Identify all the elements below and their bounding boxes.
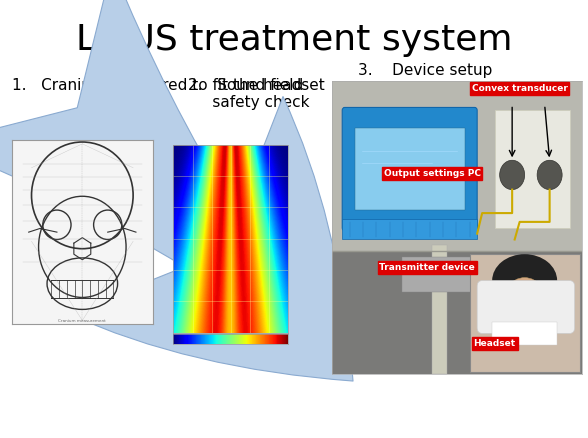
Bar — [470, 254, 580, 371]
Bar — [332, 81, 582, 251]
Text: Convex transducer: Convex transducer — [472, 84, 567, 93]
Bar — [342, 219, 477, 240]
FancyBboxPatch shape — [477, 281, 574, 333]
Bar — [495, 110, 570, 228]
Circle shape — [537, 160, 562, 190]
Text: Output settings PC: Output settings PC — [384, 169, 480, 178]
Text: LIPUS treatment system: LIPUS treatment system — [76, 23, 512, 57]
Ellipse shape — [500, 278, 550, 342]
Text: 1.   Cranium measured to fit the headset: 1. Cranium measured to fit the headset — [12, 78, 325, 93]
Text: Transmitter device: Transmitter device — [379, 263, 475, 272]
Text: Headset: Headset — [473, 339, 516, 348]
Bar — [432, 245, 447, 374]
Text: 3.    Device setup: 3. Device setup — [358, 63, 492, 78]
Circle shape — [500, 160, 524, 190]
Text: 2.   Sound field
     safety check: 2. Sound field safety check — [188, 78, 309, 110]
FancyBboxPatch shape — [342, 107, 477, 231]
Bar — [492, 321, 557, 345]
Ellipse shape — [492, 254, 557, 307]
Bar — [402, 257, 477, 292]
Bar — [355, 128, 465, 210]
Text: Cranium measurement: Cranium measurement — [58, 319, 106, 323]
Bar — [332, 251, 582, 374]
